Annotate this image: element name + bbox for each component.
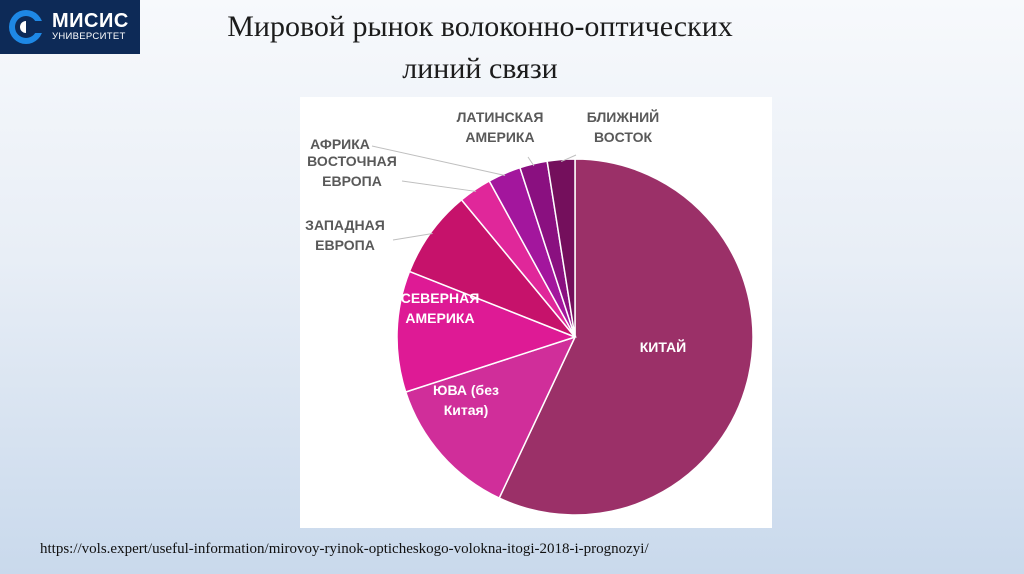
slide-title-line-1: Мировой рынок волоконно-оптических [227, 10, 733, 43]
leader-line-восточная-европа [401, 180, 477, 192]
slice-label-западная-европа: ЗАПАДНАЯ ЕВРОПА [305, 217, 385, 253]
slide-title: Мировой рынок волоконно-оптических линий… [150, 6, 810, 90]
pie-slice-ближний-восток [546, 158, 576, 338]
leader-line-латинская-америка [527, 156, 535, 167]
leader-line-африка [371, 145, 506, 176]
logo-subtitle: УНИВЕРСИТЕТ [52, 31, 126, 42]
chart-panel: КИТАЙ ЮВА (без Китая) СЕВЕРНАЯ АМЕРИКА ЗАПАДН… [300, 97, 772, 528]
slice-label-юва-без-китая: ЮВА (без Китая) [433, 382, 499, 418]
pie-slice-юва-без-китая [404, 335, 577, 500]
slice-label-восточная-европа: ВОСТОЧНАЯ ЕВРОПА [307, 153, 397, 189]
slice-label-ближний-восток: БЛИЖНИЙ ВОСТОК [587, 108, 660, 145]
slide-title-line-2: линий связи [402, 52, 558, 85]
logo-name: МИСИС [52, 10, 129, 32]
misis-logo-icon [9, 10, 44, 44]
leader-line-западная-европа [392, 233, 433, 241]
pie-slice-китай [498, 158, 754, 516]
source-url: https://vols.expert/useful-information/m… [40, 541, 649, 557]
pie-slice-западная-европа [408, 198, 576, 338]
university-logo: МИСИС УНИВЕРСИТЕТ [0, 0, 140, 54]
slice-label-африка: АФРИКА [310, 136, 370, 152]
slice-label-северная-америка: СЕВЕРНАЯ АМЕРИКА [401, 290, 480, 326]
slice-label-латинская-америка: ЛАТИНСКАЯ АМЕРИКА [457, 109, 544, 145]
logo-text: МИСИС УНИВЕРСИТЕТ [52, 11, 129, 43]
slice-label-китай: КИТАЙ [640, 338, 686, 355]
pie-slice-северная-америка [396, 270, 578, 393]
pie-chart: КИТАЙ ЮВА (без Китая) СЕВЕРНАЯ АМЕРИКА ЗАПАДН… [305, 108, 754, 516]
leader-line-ближний-восток [560, 154, 577, 162]
